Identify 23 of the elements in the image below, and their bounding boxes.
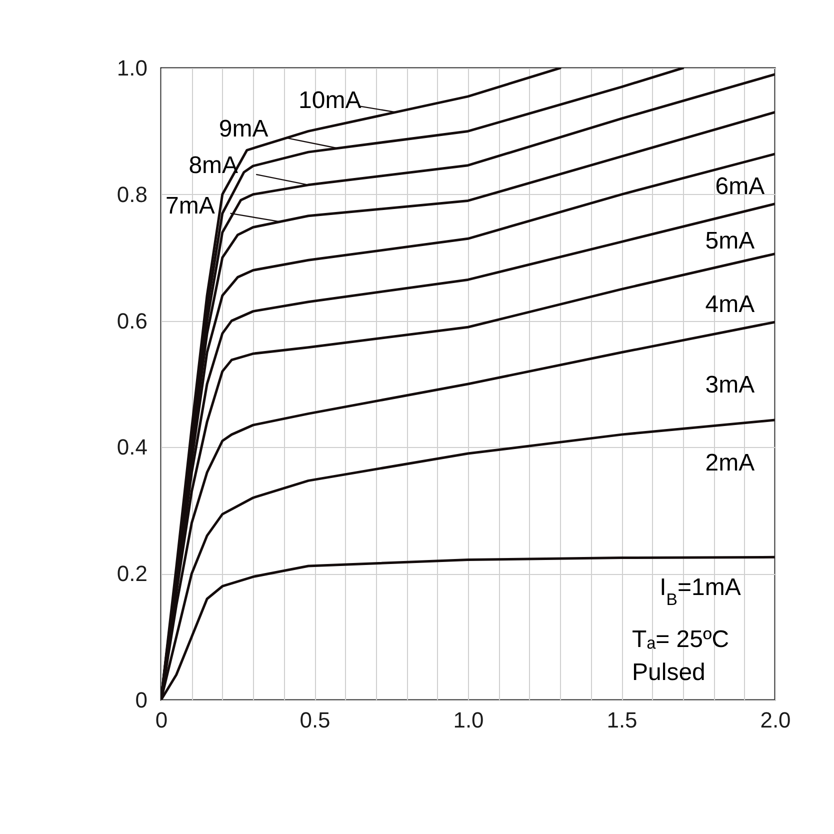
y-tick-label: 1.0 bbox=[116, 56, 148, 80]
annotation: 4mA bbox=[705, 290, 755, 318]
x-tick-label: 0.5 bbox=[300, 708, 330, 732]
x-tick-label: 1.5 bbox=[606, 708, 638, 732]
annotation: Pulsed bbox=[632, 659, 706, 686]
annotation: I$_{B}$=1mA bbox=[660, 574, 741, 609]
annotation: 10mA bbox=[298, 87, 362, 114]
annotation: 5mA bbox=[705, 227, 755, 254]
x-tick-label: 2.0 bbox=[760, 708, 791, 732]
annotation: 6mA bbox=[715, 172, 765, 200]
y-tick-label: 0 bbox=[135, 688, 148, 712]
annotation: Tₐ= 25ºC bbox=[632, 626, 730, 653]
y-tick-label: 0.4 bbox=[116, 434, 148, 460]
annotation: 8mA bbox=[188, 152, 238, 179]
annotation: 3mA bbox=[705, 371, 755, 398]
y-tick-label: 0.6 bbox=[116, 308, 148, 334]
annotation: 7mA bbox=[166, 192, 215, 220]
y-tick-label: 0.2 bbox=[116, 561, 148, 586]
x-tick-label: 1.0 bbox=[453, 708, 484, 732]
y-tick-label: 0.8 bbox=[116, 182, 148, 207]
annotation: 2mA bbox=[705, 449, 755, 476]
x-tick-label: 0 bbox=[155, 708, 168, 732]
annotation: 9mA bbox=[218, 115, 268, 142]
